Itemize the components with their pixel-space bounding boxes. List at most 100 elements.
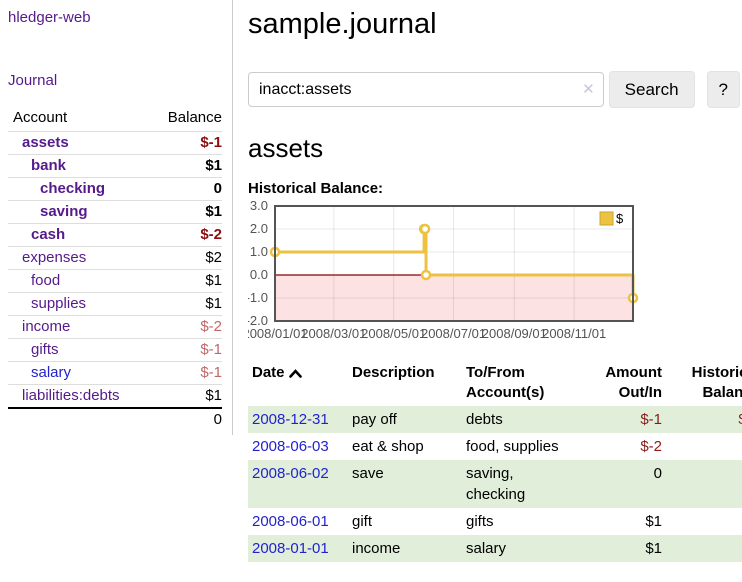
account-balance: $1 <box>147 200 222 224</box>
x-tick-label: 2008/05/01 <box>361 326 426 341</box>
register-date-cell: 2008-06-02 <box>248 460 348 508</box>
search-input[interactable] <box>248 72 604 107</box>
journal-link[interactable]: Journal <box>8 72 58 89</box>
y-tick-label: 1.0 <box>250 244 268 259</box>
data-point-marker <box>419 223 431 235</box>
register-accounts-cell: gifts <box>466 513 494 530</box>
register-header-amount: Amount Out/In <box>574 360 666 406</box>
x-tick-label: 2008/07/01 <box>421 326 486 341</box>
account-balance: $1 <box>147 269 222 293</box>
register-description-cell: save <box>348 460 462 508</box>
y-tick-label: 2.0 <box>250 221 268 236</box>
register-date-cell: 2008-12-31 <box>248 406 348 433</box>
total-spacer <box>8 407 148 431</box>
register-amount-cell: $1 <box>574 535 666 562</box>
register-date-link[interactable]: 2008-01-01 <box>252 540 329 557</box>
register-row: 2008-06-03 eat & shop food, supplies $-20 <box>248 433 742 460</box>
sidebar-account-link[interactable]: assets <box>22 134 69 151</box>
search-button[interactable]: Search <box>608 71 695 108</box>
account-cell: saving <box>8 200 148 224</box>
header-label: Out/In <box>618 384 662 401</box>
register-date-cell: 2008-06-01 <box>248 508 348 535</box>
header-label: Balance <box>702 384 742 401</box>
register-description-cell: eat & shop <box>352 438 424 455</box>
account-row: cash $-2 <box>8 223 222 247</box>
sidebar-account-link[interactable]: gifts <box>31 341 59 358</box>
account-row: assets $-1 <box>8 131 222 155</box>
main-content: sample.journal ✕ Search ? assets Histori… <box>242 0 742 562</box>
header-label: Historical <box>691 364 742 381</box>
account-balance: $1 <box>147 384 222 408</box>
account-row: checking 0 <box>8 177 222 201</box>
account-cell: salary <box>8 361 148 385</box>
account-row: liabilities:debts $1 <box>8 384 222 408</box>
register-header-row: Date Description To/From Account(s) Amount Ou… <box>248 360 742 406</box>
register-date-link[interactable]: 2008-06-01 <box>252 513 329 530</box>
account-heading: assets <box>248 133 324 163</box>
account-cell: gifts <box>8 338 148 362</box>
app-title-link[interactable]: hledger-web <box>8 9 91 26</box>
header-label: Description <box>352 364 435 381</box>
x-tick-label: 2008/01/01 <box>248 326 308 341</box>
account-balance: 0 <box>147 177 222 201</box>
accounts-header-row: Account Balance <box>8 105 222 132</box>
register-balance-cell: 0 <box>666 433 742 460</box>
header-label: Amount <box>605 364 662 381</box>
register-accounts-cell: food, supplies <box>466 438 559 455</box>
register-balance-cell: $2 <box>666 460 742 508</box>
register-balance-cell: $1 <box>666 535 742 562</box>
register-table: Date Description To/From Account(s) Amount Ou… <box>248 360 742 562</box>
search-row: ✕ Search ? <box>248 71 740 108</box>
register-date-link[interactable]: 2008-12-31 <box>252 411 329 428</box>
account-balance: $-2 <box>147 315 222 339</box>
register-amount-cell: $-2 <box>640 438 662 455</box>
register-header-date[interactable]: Date <box>248 360 348 406</box>
account-row: supplies $1 <box>8 292 222 316</box>
help-button[interactable]: ? <box>706 71 740 108</box>
register-row: 2008-06-01 gift gifts $1$2 <box>248 508 742 535</box>
account-cell: liabilities:debts <box>8 384 148 408</box>
balance-chart: $3.0 2.0 1.0 0.0 -1.0 -2.02008/01/012008/03/0… <box>242 198 740 351</box>
register-balance-cell: $-1 <box>666 406 742 433</box>
account-row: salary $-1 <box>8 361 222 385</box>
account-cell: supplies <box>8 292 148 316</box>
register-accounts-cell: saving, checking <box>462 460 574 508</box>
search-input-wrap: ✕ <box>248 72 604 107</box>
sidebar-account-link[interactable]: checking <box>40 180 106 197</box>
sidebar-account-link[interactable]: income <box>22 318 71 335</box>
sidebar-account-link[interactable]: food <box>31 272 61 289</box>
account-cell: expenses <box>8 246 148 270</box>
account-balance: $2 <box>147 246 222 270</box>
sidebar-account-link[interactable]: bank <box>31 157 67 174</box>
account-row: bank $1 <box>8 154 222 178</box>
clear-search-icon[interactable]: ✕ <box>582 81 595 98</box>
page-title: sample.journal <box>248 8 437 40</box>
sidebar-account-link[interactable]: supplies <box>31 295 87 312</box>
register-header-description: Description <box>348 360 462 406</box>
y-tick-label: -2.0 <box>248 313 268 328</box>
y-tick-label: 3.0 <box>250 201 268 213</box>
sidebar-account-link[interactable]: saving <box>40 203 88 220</box>
header-label: Account(s) <box>466 384 545 401</box>
register-accounts-cell: salary <box>462 535 574 562</box>
sidebar-account-link[interactable]: expenses <box>22 249 87 266</box>
account-cell: bank <box>8 154 148 178</box>
sidebar: hledger-web Journal Account Balance asse… <box>0 0 233 435</box>
sidebar-account-link[interactable]: cash <box>31 226 66 243</box>
register-date-link[interactable]: 2008-06-03 <box>252 438 329 455</box>
plot-border <box>274 205 634 322</box>
account-balance: $1 <box>147 154 222 178</box>
account-row: food $1 <box>8 269 222 293</box>
data-point-marker <box>420 269 432 281</box>
register-amount-cell: 0 <box>574 460 666 508</box>
accounts-header-balance: Balance <box>167 109 222 126</box>
sidebar-account-link[interactable]: salary <box>31 364 72 381</box>
account-cell: cash <box>8 223 148 247</box>
sidebar-account-link[interactable]: liabilities:debts <box>22 387 120 404</box>
y-tick-label: -1.0 <box>248 290 268 305</box>
register-date-link[interactable]: 2008-06-02 <box>252 465 329 482</box>
account-balance: $1 <box>147 292 222 316</box>
